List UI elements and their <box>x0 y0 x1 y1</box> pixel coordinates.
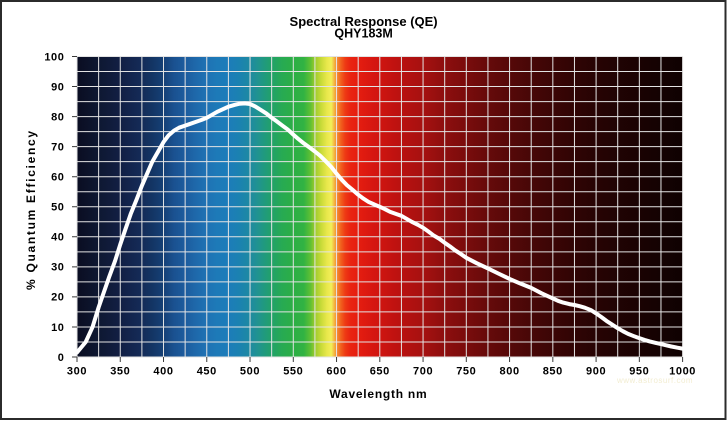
svg-text:10: 10 <box>51 322 64 334</box>
svg-text:50: 50 <box>51 202 64 214</box>
svg-text:% Quantum Efficiency: % Quantum Efficiency <box>24 129 38 290</box>
svg-text:1000: 1000 <box>669 366 696 378</box>
svg-text:950: 950 <box>629 366 649 378</box>
svg-text:600: 600 <box>326 366 346 378</box>
svg-text:500: 500 <box>240 366 260 378</box>
svg-text:850: 850 <box>543 366 563 378</box>
svg-text:70: 70 <box>51 142 64 154</box>
svg-text:650: 650 <box>370 366 390 378</box>
svg-text:100: 100 <box>44 51 64 63</box>
svg-text:Wavelength nm: Wavelength nm <box>329 387 427 401</box>
svg-text:60: 60 <box>51 172 64 184</box>
svg-text:20: 20 <box>51 292 64 304</box>
svg-text:30: 30 <box>51 262 64 274</box>
svg-text:www.astrosurf.com: www.astrosurf.com <box>616 376 693 385</box>
svg-text:900: 900 <box>586 366 606 378</box>
svg-text:700: 700 <box>413 366 433 378</box>
svg-text:350: 350 <box>110 366 130 378</box>
svg-text:550: 550 <box>283 366 303 378</box>
svg-text:300: 300 <box>67 366 87 378</box>
svg-text:40: 40 <box>51 232 64 244</box>
svg-text:400: 400 <box>153 366 173 378</box>
svg-text:90: 90 <box>51 81 64 93</box>
svg-text:800: 800 <box>500 366 520 378</box>
svg-text:0: 0 <box>58 352 65 364</box>
svg-text:QHY183M: QHY183M <box>334 27 392 41</box>
svg-text:750: 750 <box>456 366 476 378</box>
svg-text:450: 450 <box>197 366 217 378</box>
svg-text:Spectral Response (QE): Spectral Response (QE) <box>290 14 438 29</box>
svg-text:80: 80 <box>51 111 64 123</box>
